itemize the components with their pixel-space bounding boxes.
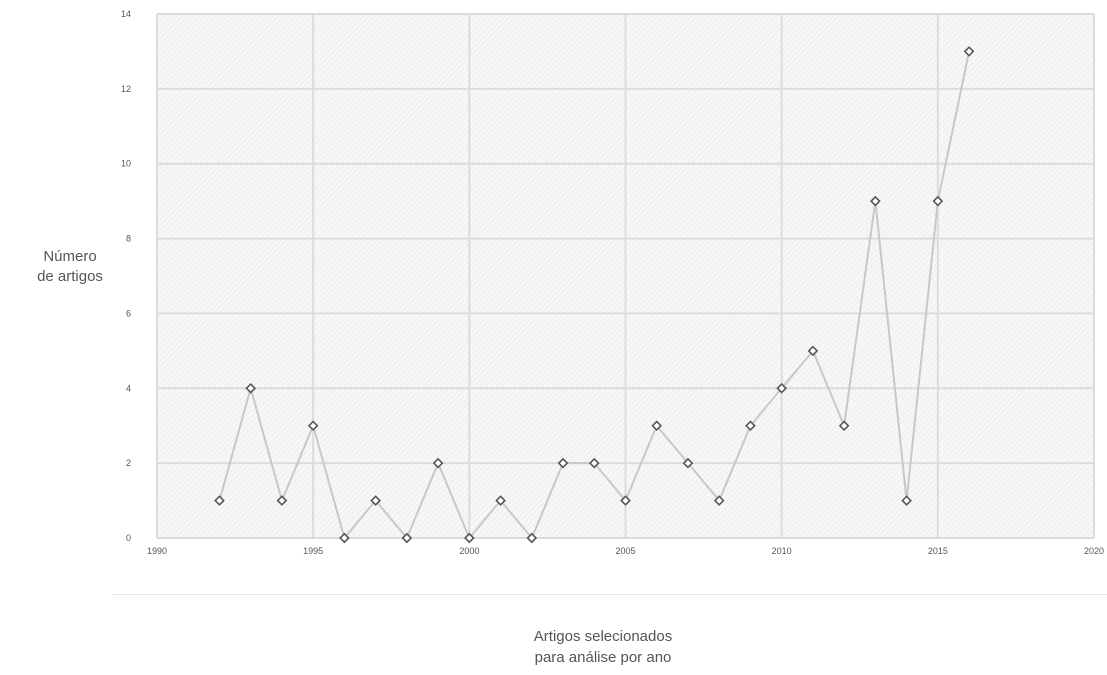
data-point (713, 495, 725, 506)
x-axis-label-line-2: para análise por ano (534, 649, 672, 666)
data-points (214, 46, 975, 544)
y-tick-label: 14 (121, 9, 131, 19)
y-axis-label-line-1: Número (43, 248, 97, 265)
data-point (307, 420, 319, 432)
data-point (682, 457, 694, 469)
x-axis-label-line-1: Artigos selecionados (533, 628, 673, 645)
data-point (651, 420, 663, 432)
data-point (276, 495, 288, 506)
data-point (401, 532, 413, 544)
data-point (370, 495, 381, 506)
data-point (526, 532, 538, 544)
data-point (588, 457, 600, 469)
data-point (214, 495, 225, 506)
y-tick-label: 6 (126, 308, 131, 318)
data-point (776, 382, 787, 394)
y-tick-label: 2 (126, 458, 131, 468)
grid-lines (156, 13, 1095, 539)
y-axis-label-line-2: de artigos (37, 268, 103, 285)
data-point (838, 420, 850, 432)
x-axis-label: Artigos selecionados para análise por an… (453, 626, 753, 668)
data-point (339, 532, 350, 544)
data-point (245, 382, 257, 394)
y-tick-label: 4 (126, 383, 131, 393)
data-point (932, 195, 944, 207)
y-axis-ticks: 0 2 4 6 8 10 12 14 (121, 9, 131, 543)
y-tick-label: 12 (121, 84, 131, 94)
data-point (870, 195, 881, 207)
divider-line (113, 594, 1107, 595)
y-tick-label: 10 (121, 159, 131, 169)
line-chart: 0 2 4 6 8 10 12 14 1990 1995 2000 2005 2010 2015 2020 (121, 9, 1104, 556)
data-point (745, 420, 756, 432)
y-axis-label: Número de artigos (20, 247, 120, 287)
x-tick-label: 1990 (147, 546, 167, 556)
x-tick-label: 1995 (303, 546, 323, 556)
data-point (432, 457, 444, 469)
x-tick-label: 2005 (615, 546, 635, 556)
y-tick-label: 0 (126, 533, 131, 543)
data-point (557, 457, 569, 469)
y-tick-label: 8 (126, 234, 131, 244)
data-point (464, 532, 475, 544)
data-point (807, 345, 819, 357)
data-point (901, 495, 912, 506)
data-point (495, 495, 506, 506)
data-point (620, 495, 631, 506)
x-axis-ticks: 1990 1995 2000 2005 2010 2015 2020 (147, 546, 1104, 556)
x-tick-label: 2015 (928, 546, 948, 556)
x-tick-label: 2000 (459, 546, 479, 556)
data-point (963, 46, 975, 57)
x-tick-label: 2010 (772, 546, 792, 556)
x-tick-label: 2020 (1084, 546, 1104, 556)
